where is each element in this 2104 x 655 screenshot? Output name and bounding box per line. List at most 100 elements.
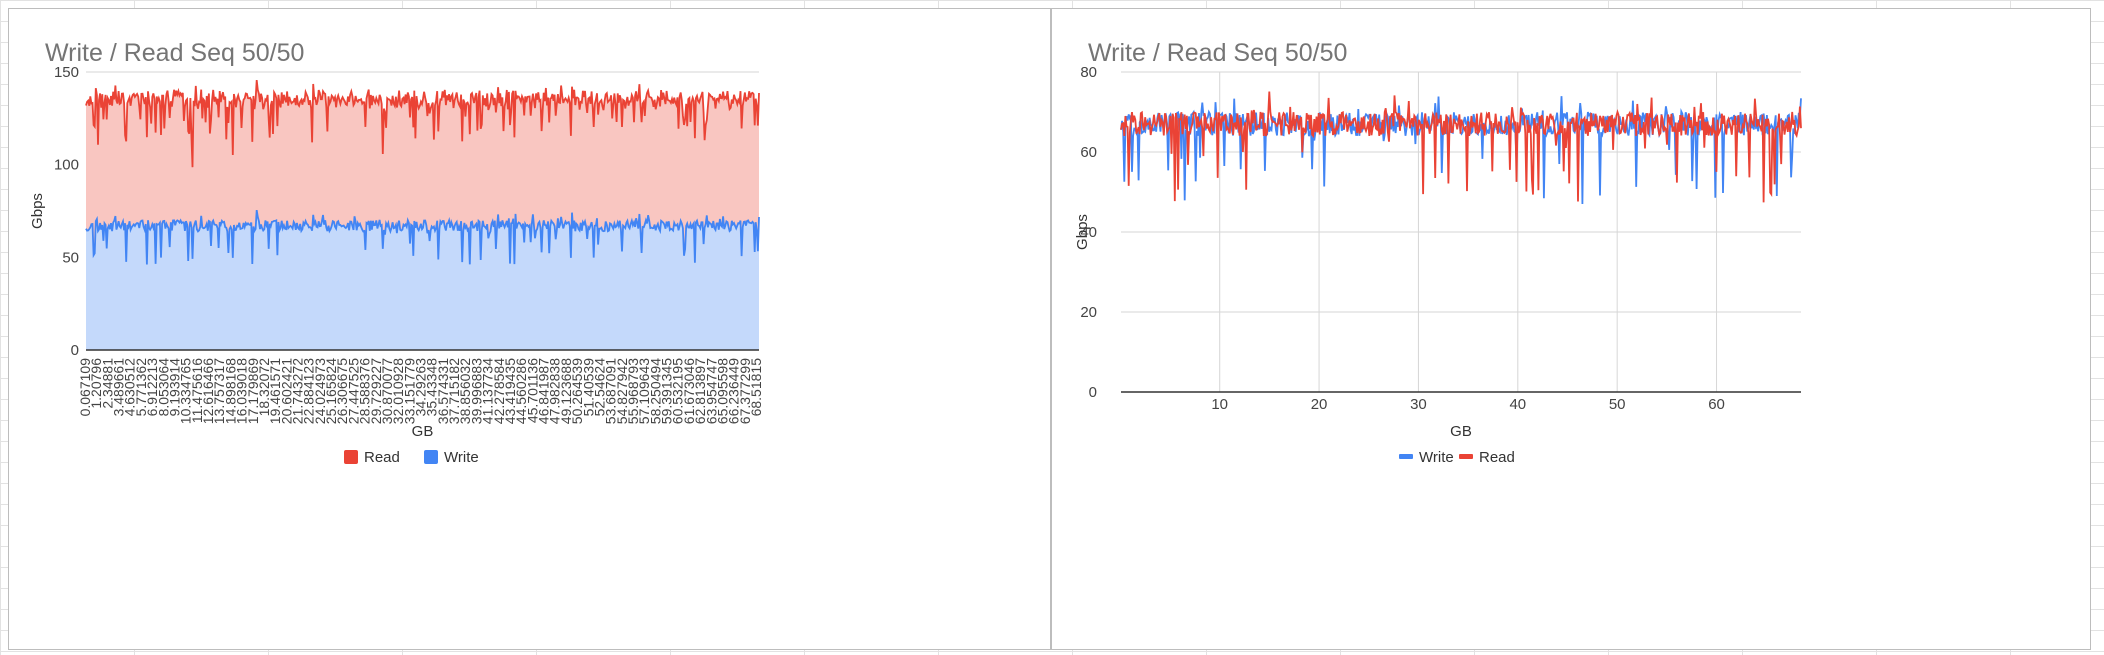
x-tick-label: 1.20796 [88, 358, 104, 409]
x-tick-label: 43.419435 [502, 358, 518, 424]
x-tick-label: 20 [1311, 396, 1328, 413]
x-tick-label: 55.968793 [625, 358, 641, 424]
x-tick-label: 39.996883 [468, 358, 484, 424]
x-tick-label: 44.560286 [513, 358, 529, 424]
x-tick-label: 30 [1410, 396, 1427, 413]
x-tick-label: 57.109643 [636, 358, 652, 424]
x-tick-label: 47.982838 [547, 358, 563, 424]
legend-label: Read [364, 449, 400, 466]
legend-swatch [1459, 454, 1473, 459]
read-area [86, 80, 759, 265]
x-tick-label: 49.123688 [558, 358, 574, 424]
x-tick-label: 37.715182 [446, 358, 462, 424]
x-tick-label: 4.630512 [122, 358, 138, 417]
y-tick-label: 100 [54, 157, 79, 174]
x-tick-label: 3.489661 [111, 358, 127, 417]
x-tick-label: 36.574331 [435, 358, 451, 424]
line-chart: Gbps 0 20 40 60 80 10 20 30 40 50 60 GB Write Read [1074, 64, 1802, 466]
x-tick-label: 34.29263 [413, 358, 429, 417]
x-tick-label: 11.475616 [189, 358, 205, 423]
x-axis-label: GB [412, 423, 434, 440]
chart-panel-left[interactable]: Write / Read Seq 50/50 Gbps 0 50 100 150 0.06… [8, 8, 1051, 650]
y-tick-label: 0 [71, 342, 79, 359]
x-tick-label: 50 [1609, 396, 1626, 413]
write-series-line [85, 209, 760, 265]
x-tick-label: 30.870077 [379, 358, 395, 424]
legend: Write Read [1399, 449, 1515, 466]
legend-swatch [1399, 454, 1413, 459]
x-tick-label: 6.912213 [144, 358, 160, 417]
legend-label: Write [444, 449, 479, 466]
y-tick-label: 50 [62, 249, 79, 266]
x-tick-label: 2.34881 [99, 358, 115, 409]
x-tick-label: 53.687091 [603, 358, 619, 424]
x-tick-label: 62.813897 [692, 358, 708, 424]
x-tick-label: 13.757317 [211, 358, 227, 424]
x-tick-label: 8.053064 [155, 358, 171, 417]
x-tick-label: 33.151779 [401, 358, 417, 424]
x-tick-label: 65.095598 [714, 358, 730, 424]
chart-title-right: Write / Read Seq 50/50 [1088, 39, 1348, 67]
x-tick-label: 14.898168 [222, 358, 238, 424]
x-tick-label: 42.278584 [491, 358, 507, 424]
x-tick-label: 59.391345 [659, 358, 675, 424]
x-tick-label: 18.32072 [256, 358, 272, 417]
x-tick-label: 35.43348 [424, 358, 440, 417]
x-tick-label: 40 [1509, 396, 1526, 413]
x-tick-label: 17.179869 [245, 358, 261, 424]
x-tick-label: 24.024973 [312, 358, 328, 424]
x-tick-label: 50.264539 [569, 358, 585, 424]
legend: Read Write [344, 449, 479, 466]
x-tick-label: 32.010928 [390, 358, 406, 424]
x-tick-label: 38.856032 [457, 358, 473, 424]
y-tick-label: 20 [1080, 304, 1097, 321]
legend-swatch [344, 450, 358, 464]
x-tick-label: 61.673046 [681, 358, 697, 424]
x-tick-label: 52.54624 [591, 358, 607, 417]
write-area [86, 210, 759, 350]
x-tick-label: 45.701136 [524, 358, 540, 423]
y-tick-label: 40 [1080, 224, 1097, 241]
chart-panel-right[interactable]: Write / Read Seq 50/50 Gbps 0 20 40 60 80 10 20… [1051, 8, 2091, 650]
y-tick-label: 80 [1080, 64, 1097, 81]
x-tick-label: 0.067109 [77, 358, 93, 417]
y-tick-label: 0 [1089, 384, 1097, 401]
x-tick-label: 60 [1708, 396, 1725, 413]
read-series-line [85, 80, 760, 168]
chart-title-left: Write / Read Seq 50/50 [45, 39, 305, 67]
x-tick-label: 46.841987 [536, 358, 552, 424]
x-tick-label: 28.588376 [357, 358, 373, 424]
x-tick-label: 54.827942 [614, 358, 630, 424]
legend-swatch [424, 450, 438, 464]
x-tick-label: 68.51815 [748, 358, 764, 417]
x-tick-label: 66.236449 [726, 358, 742, 424]
legend-label: Write [1419, 449, 1454, 466]
legend-label: Read [1479, 449, 1515, 466]
y-axis-label: Gbps [1074, 214, 1091, 250]
x-tick-label: 9.193914 [166, 358, 182, 417]
x-tick-label: 29.729227 [368, 358, 384, 424]
read-series-line [1120, 91, 1802, 203]
x-tick-label: 63.954747 [703, 358, 719, 424]
x-tick-label: 16.039018 [234, 358, 250, 424]
x-tick-label: 60.532195 [670, 358, 686, 424]
x-tick-label: 19.461571 [267, 358, 283, 424]
x-tick-label: 22.884123 [301, 358, 317, 424]
y-tick-label: 150 [54, 64, 79, 81]
x-tick-label: 10 [1211, 396, 1228, 413]
y-axis-label: Gbps [29, 193, 46, 229]
x-tick-label: 21.743272 [289, 358, 305, 424]
x-tick-label: 5.771362 [133, 358, 149, 417]
x-tick-label: 51.40539 [580, 358, 596, 417]
x-tick-label: 10.334765 [178, 358, 194, 424]
x-tick-label: 20.602421 [278, 358, 294, 424]
x-tick-label: 26.306675 [334, 358, 350, 424]
x-axis-label: GB [1450, 423, 1472, 440]
x-tick-label: 58.250494 [647, 358, 663, 424]
x-tick-label: 12.616466 [200, 358, 216, 424]
x-tick-label: 27.447525 [345, 358, 361, 424]
x-tick-label: 67.377299 [737, 358, 753, 424]
x-tick-label: 25.165824 [323, 358, 339, 424]
write-series-line [1120, 96, 1802, 205]
stacked-area-chart: Gbps 0 50 100 150 0.0671091.207962.348813.489… [29, 64, 764, 466]
